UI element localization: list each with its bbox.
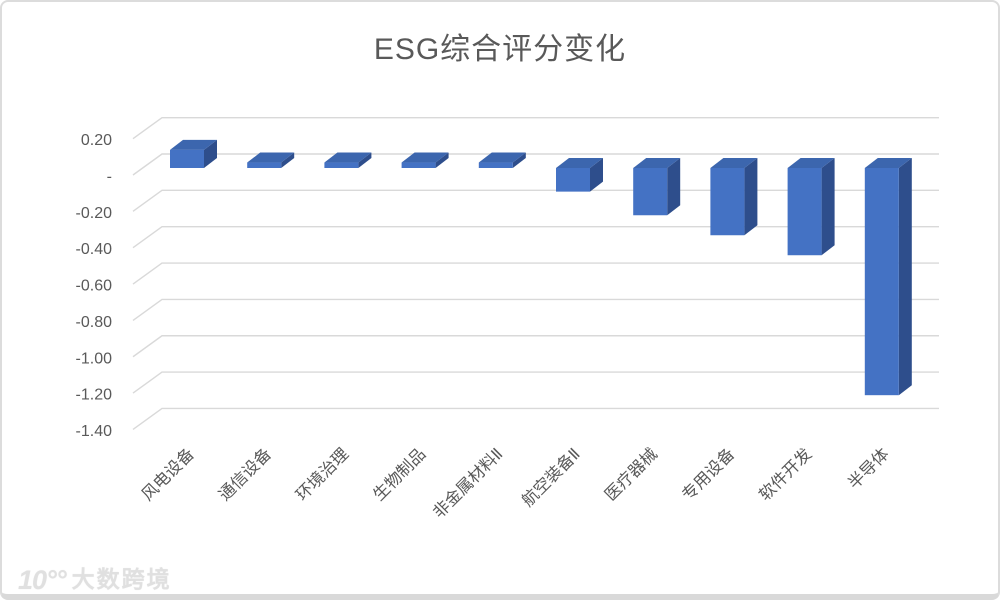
bar-side-face bbox=[744, 158, 758, 236]
bar-top-face bbox=[247, 152, 295, 163]
bar-front-face bbox=[556, 168, 590, 192]
bar-side-face bbox=[667, 158, 681, 216]
x-axis-category-label: 医疗器械 bbox=[601, 444, 661, 504]
y-axis-tick-label: -0.20 bbox=[76, 205, 113, 222]
y-axis-tick-label: -1.20 bbox=[76, 387, 113, 404]
gridline bbox=[132, 116, 939, 140]
bar-front-face bbox=[478, 162, 513, 168]
watermark-logo-icon: 10°° bbox=[18, 565, 67, 595]
bar-top-face bbox=[401, 152, 449, 163]
gridline bbox=[132, 335, 939, 358]
bar-side-face bbox=[512, 152, 526, 168]
y-axis-tick-label: -1.40 bbox=[76, 423, 113, 440]
y-axis-tick-label: -1.00 bbox=[76, 350, 113, 367]
bar-front-face bbox=[787, 168, 822, 256]
watermark-text: 大数跨境 bbox=[71, 566, 172, 592]
y-axis-tick-label: -0.60 bbox=[76, 278, 113, 295]
x-axis-category-label: 生物制品 bbox=[369, 444, 429, 504]
bar-top-face bbox=[633, 158, 681, 168]
gridline bbox=[132, 262, 939, 285]
x-axis-category-label: 软件开发 bbox=[755, 444, 815, 504]
bar-side-face bbox=[358, 152, 372, 168]
gridline bbox=[132, 298, 939, 321]
x-axis-category-label: 半导体 bbox=[844, 444, 893, 493]
bar-top-face bbox=[170, 139, 217, 150]
bar-front-face bbox=[710, 168, 745, 236]
bar-front-face bbox=[247, 162, 282, 168]
chart-title: ESG综合评分变化 bbox=[373, 33, 627, 66]
bar-side-face bbox=[898, 158, 912, 396]
bar-front-face bbox=[170, 149, 204, 168]
bar-side-face bbox=[281, 152, 295, 168]
x-axis-category-label: 环境治理 bbox=[292, 444, 352, 504]
watermark: 10°° 大数跨境 bbox=[18, 560, 172, 595]
bar-side-face bbox=[435, 152, 449, 168]
y-axis-tick-label: -0.40 bbox=[76, 241, 113, 258]
bar-top-face bbox=[864, 158, 912, 168]
bar-top-face bbox=[710, 158, 758, 168]
bar-top-face bbox=[324, 152, 372, 163]
x-axis-category-label: 通信设备 bbox=[215, 444, 275, 504]
x-axis-category-label: 非金属材料Ⅱ bbox=[429, 444, 507, 522]
y-axis-tick-label: -0.80 bbox=[76, 314, 113, 331]
bar-top-face bbox=[478, 152, 526, 163]
bar-side-face bbox=[590, 158, 603, 192]
y-axis-tick-label: 0.20 bbox=[81, 132, 112, 149]
bar-front-face bbox=[864, 168, 899, 396]
bar-side-face bbox=[821, 158, 835, 256]
bar-top-face bbox=[556, 158, 603, 168]
bar-front-face bbox=[401, 162, 436, 168]
y-axis-tick-label: - bbox=[107, 169, 112, 186]
gridline bbox=[132, 407, 939, 431]
x-axis-category-label: 专用设备 bbox=[678, 444, 738, 504]
bar-side-face bbox=[204, 139, 217, 168]
bar-front-face bbox=[324, 162, 359, 168]
bar-front-face bbox=[633, 168, 668, 216]
x-axis-category-label: 航空装备Ⅱ bbox=[518, 444, 584, 510]
gridline bbox=[132, 153, 939, 176]
gridline bbox=[132, 371, 939, 394]
bar-top-face bbox=[787, 158, 835, 168]
x-axis-category-label: 风电设备 bbox=[138, 444, 198, 504]
gridline bbox=[132, 226, 939, 249]
